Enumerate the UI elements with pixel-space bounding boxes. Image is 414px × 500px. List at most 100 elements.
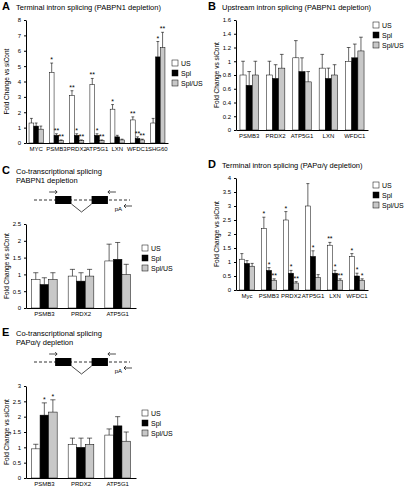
tick: PSMB3 (34, 308, 55, 317)
significance: * (156, 35, 159, 42)
legend-item: Spl/US (373, 42, 404, 50)
tick-label: ATP5G1 (291, 133, 314, 139)
tick-mark (24, 308, 26, 309)
error-bar (289, 270, 292, 273)
tick-label: PSMB3 (34, 311, 55, 317)
error-bar (333, 270, 336, 273)
bar (316, 277, 321, 290)
error-bar (35, 123, 38, 126)
tick: WFDC1 (127, 143, 149, 152)
tick-label: PSMB3 (239, 133, 260, 139)
tick: PSMB3 (34, 478, 55, 487)
tick: 3 (18, 383, 26, 389)
significance: ** (90, 71, 96, 78)
significance: * (52, 393, 55, 400)
tick-label: 0.4 (223, 100, 232, 106)
panel: ATerminal intron splicing (PABPN1 deplet… (2, 0, 203, 152)
tick-label: PSMB3 (34, 481, 55, 487)
tick: 1.6 (223, 17, 236, 23)
tick-mark (234, 130, 236, 131)
error-bar (161, 32, 164, 47)
panel-letter: B (208, 0, 216, 12)
legend-label: Spl/US (181, 80, 203, 88)
legend-label: Spl (382, 32, 393, 40)
tick-label: 2.5 (13, 399, 22, 405)
bar (32, 279, 41, 308)
exon (92, 196, 108, 204)
tick-mark (24, 66, 26, 67)
tick: 2.5 (223, 217, 236, 223)
legend-swatch (172, 60, 178, 66)
tick: 5 (18, 64, 26, 70)
y-axis-title: Fold Change vs siCont (3, 399, 11, 465)
tick: 1.2 (223, 45, 236, 51)
primer-arrow (124, 204, 132, 208)
bar (110, 109, 115, 143)
legend-label: Spl (151, 255, 162, 263)
primer-arrow (124, 366, 132, 370)
panel-letter: A (2, 0, 10, 12)
tick: PRDX2 (266, 130, 287, 139)
tick-mark (24, 274, 26, 275)
error-bar (50, 63, 53, 72)
tick-label: WFDC1 (346, 293, 368, 299)
error-bar (30, 118, 33, 123)
tick-label: 0 (18, 475, 22, 481)
tick-label: 1 (228, 59, 232, 65)
bar (338, 280, 343, 290)
tick-label: 5 (18, 64, 22, 70)
bar (85, 444, 94, 478)
bar (40, 415, 49, 478)
error-bar (300, 58, 304, 72)
tick: 4 (228, 175, 236, 181)
error-bar (333, 65, 337, 75)
bar (40, 284, 49, 308)
bar (246, 85, 252, 130)
tick-mark (24, 82, 26, 83)
bar (113, 259, 122, 308)
legend-item: Spl/US (142, 265, 173, 273)
tick: 1.4 (223, 31, 236, 37)
bar (120, 140, 125, 143)
error-bar (121, 139, 124, 141)
axis-line (237, 290, 369, 291)
error-bar (50, 400, 55, 412)
error-bar (87, 269, 92, 276)
error-bar (320, 54, 324, 68)
bar (252, 75, 258, 130)
significance: * (50, 56, 53, 63)
significance-labels: ***************** (262, 205, 363, 282)
legend-item: Spl (373, 32, 393, 40)
significance: ** (140, 132, 146, 139)
error-bar (42, 403, 47, 415)
legend-swatch (373, 42, 379, 48)
x-axis: PSMB3PRDX2ATP5G1 (27, 478, 137, 487)
significance: * (284, 205, 287, 212)
tick-label: SHG60 (148, 146, 168, 152)
panel: DTerminal intron splicing (PAPα/γ deplet… (208, 158, 404, 299)
bar (293, 58, 299, 130)
error-bar (240, 254, 243, 260)
splice-line (71, 366, 91, 374)
tick: PRDX2 (71, 308, 92, 317)
error-bar (311, 251, 314, 257)
error-bar (295, 282, 298, 283)
tick-label: PSMB3 (259, 293, 280, 299)
bar (155, 57, 160, 143)
error-bar (107, 244, 112, 261)
axis-line (236, 21, 237, 131)
significance: ** (69, 84, 75, 91)
legend-label: Spl/US (382, 42, 404, 50)
legend-swatch (172, 80, 178, 86)
tick: PRDX2 (67, 143, 88, 152)
error-bar (33, 273, 38, 280)
figure: ATerminal intron splicing (PABPN1 deplet… (0, 0, 414, 500)
error-bar (359, 37, 363, 51)
legend-item: Spl/US (142, 430, 173, 438)
tick-mark (234, 192, 236, 193)
bar (354, 276, 359, 290)
bar (266, 75, 272, 130)
tick-label: 7 (18, 33, 22, 39)
error-bar (78, 273, 83, 281)
y-axis: 012345678 (18, 17, 27, 146)
